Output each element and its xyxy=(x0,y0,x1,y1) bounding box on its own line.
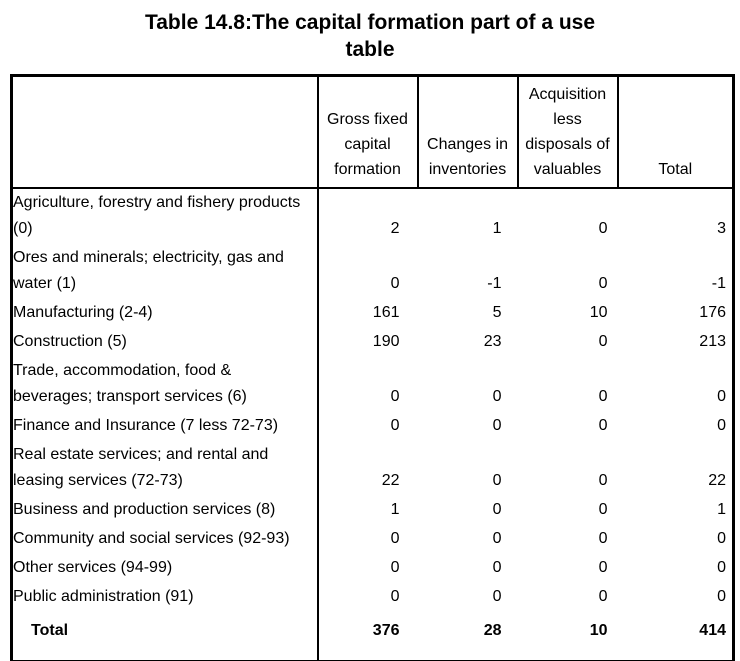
cell-value: 0 xyxy=(598,471,608,489)
cell-value: 0 xyxy=(390,587,400,605)
cell-value: 0 xyxy=(598,529,608,547)
col-header-gross-fixed-capital-formation: Gross fixed capital formation xyxy=(316,74,419,189)
total-cell-value: 10 xyxy=(589,621,608,639)
cell-value: 0 xyxy=(492,471,502,489)
cell-value: 176 xyxy=(699,303,726,321)
row-label: Manufacturing (2-4) xyxy=(11,298,319,328)
cell-value: 0 xyxy=(717,529,726,547)
header-row: Gross fixed capital formation Changes in… xyxy=(10,74,735,189)
cell-value: 0 xyxy=(492,500,502,518)
cell-value: 0 xyxy=(598,274,608,292)
cell-value: 2 xyxy=(390,219,400,237)
cell-value: 0 xyxy=(492,529,502,547)
table-row: Ores and minerals; electricity, gas and … xyxy=(11,243,734,299)
page-title: Table 14.8:The capital formation part of… xyxy=(144,11,596,61)
table-row: Trade, accommodation, food & beverages; … xyxy=(11,356,734,412)
row-label-column-header xyxy=(10,74,319,189)
cell-value: 0 xyxy=(717,387,726,405)
cell-value: 0 xyxy=(598,500,608,518)
cell-value: 190 xyxy=(372,332,400,350)
cell-value: -1 xyxy=(711,274,726,292)
capital-formation-table: Gross fixed capital formation Changes in… xyxy=(10,74,735,661)
col-header-acquisition-less-disposals-of-valuables: Acquisition less disposals of valuables xyxy=(516,74,619,189)
cell-value: 5 xyxy=(492,303,502,321)
row-label: Finance and Insurance (7 less 72-73) xyxy=(11,411,319,441)
cell-value: 1 xyxy=(717,500,726,518)
cell-value: 0 xyxy=(598,558,608,576)
cell-value: 10 xyxy=(589,303,608,321)
total-cell-value: 376 xyxy=(372,621,400,639)
cell-value: 0 xyxy=(492,587,502,605)
table-row: Manufacturing (2-4) 161 5 10 176 xyxy=(11,298,734,328)
cell-value: 0 xyxy=(390,558,400,576)
cell-value: 23 xyxy=(483,332,502,350)
cell-value: 0 xyxy=(717,558,726,576)
cell-value: 0 xyxy=(492,558,502,576)
table-row: Agriculture, forestry and fishery produc… xyxy=(11,187,734,244)
row-label: Community and social services (92-93) xyxy=(11,524,319,554)
row-label: Agriculture, forestry and fishery produc… xyxy=(11,187,319,244)
cell-value: 1 xyxy=(390,500,400,518)
cell-value: 0 xyxy=(598,587,608,605)
total-row-label: Total xyxy=(11,611,319,661)
cell-value: 0 xyxy=(717,587,726,605)
cell-value: 0 xyxy=(492,416,502,434)
cell-value: 161 xyxy=(372,303,400,321)
cell-value: 22 xyxy=(708,471,726,489)
cell-value: 22 xyxy=(381,471,400,489)
row-label: Other services (94-99) xyxy=(11,553,319,583)
table-row: Community and social services (92-93) 0 … xyxy=(11,524,734,554)
row-label: Business and production services (8) xyxy=(11,495,319,525)
cell-value: 1 xyxy=(492,219,502,237)
table-row: Business and production services (8) 1 0… xyxy=(11,495,734,525)
cell-value: 0 xyxy=(717,416,726,434)
col-header-changes-in-inventories: Changes in inventories xyxy=(416,74,519,189)
cell-value: 213 xyxy=(699,332,726,350)
cell-value: 3 xyxy=(717,219,726,237)
cell-value: 0 xyxy=(390,416,400,434)
table-row: Real estate services; and rental and lea… xyxy=(11,440,734,496)
total-cell-value: 414 xyxy=(699,621,726,639)
cell-value: 0 xyxy=(390,529,400,547)
row-label: Ores and minerals; electricity, gas and … xyxy=(11,243,319,299)
table-row: Finance and Insurance (7 less 72-73) 0 0… xyxy=(11,411,734,441)
col-header-total: Total xyxy=(616,74,735,189)
cell-value: 0 xyxy=(598,416,608,434)
cell-value: 0 xyxy=(390,274,400,292)
cell-value: 0 xyxy=(598,332,608,350)
cell-value: 0 xyxy=(390,387,400,405)
row-label: Trade, accommodation, food & beverages; … xyxy=(11,356,319,412)
row-label: Real estate services; and rental and lea… xyxy=(11,440,319,496)
cell-value: -1 xyxy=(487,274,502,292)
cell-value: 0 xyxy=(598,219,608,237)
table-row: Other services (94-99) 0 0 0 0 xyxy=(11,553,734,583)
total-row: Total 376 28 10 414 xyxy=(11,611,734,661)
table-row: Public administration (91) 0 0 0 0 xyxy=(11,582,734,612)
cell-value: 0 xyxy=(598,387,608,405)
cell-value: 0 xyxy=(492,387,502,405)
row-label: Public administration (91) xyxy=(11,582,319,612)
table-row: Construction (5) 190 23 0 213 xyxy=(11,327,734,357)
row-label: Construction (5) xyxy=(11,327,319,357)
total-cell-value: 28 xyxy=(483,621,502,639)
